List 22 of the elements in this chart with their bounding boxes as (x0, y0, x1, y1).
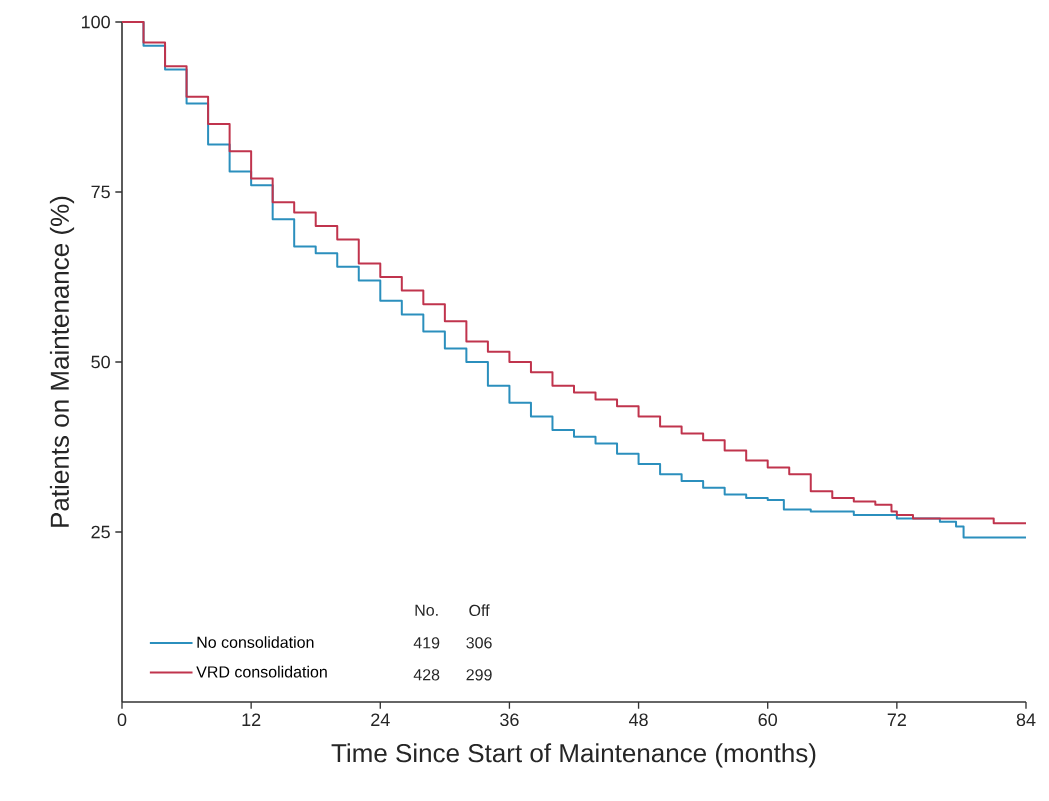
x-tick-label: 72 (887, 713, 906, 726)
legend-label: No consolidation (197, 636, 314, 648)
x-tick-label: 36 (500, 713, 519, 727)
annotation: 428 (413, 669, 440, 681)
y-axis-title: Patients on Maintenance (%) (49, 196, 75, 527)
annotation: Off (469, 604, 490, 617)
annotation: 299 (466, 669, 492, 681)
y-tick-label: 75 (91, 185, 110, 199)
x-tick-label: 84 (1016, 713, 1036, 727)
annotation: 419 (413, 637, 440, 649)
y-tick-label: 25 (91, 525, 110, 539)
x-tick-label: 12 (242, 713, 261, 726)
y-tick-label: 100 (81, 15, 110, 29)
annotation: No. (415, 604, 438, 616)
x-tick-label: 24 (371, 713, 390, 726)
annotation: 306 (466, 637, 492, 649)
x-tick-label: 0 (117, 713, 127, 727)
y-tick-label: 50 (91, 355, 110, 369)
x-tick-label: 48 (628, 713, 648, 727)
legend-label: VRD consolidation (196, 665, 327, 678)
x-axis-title: Time Since Start of Maintenance (months) (331, 743, 816, 768)
x-tick-label: 60 (758, 713, 778, 727)
